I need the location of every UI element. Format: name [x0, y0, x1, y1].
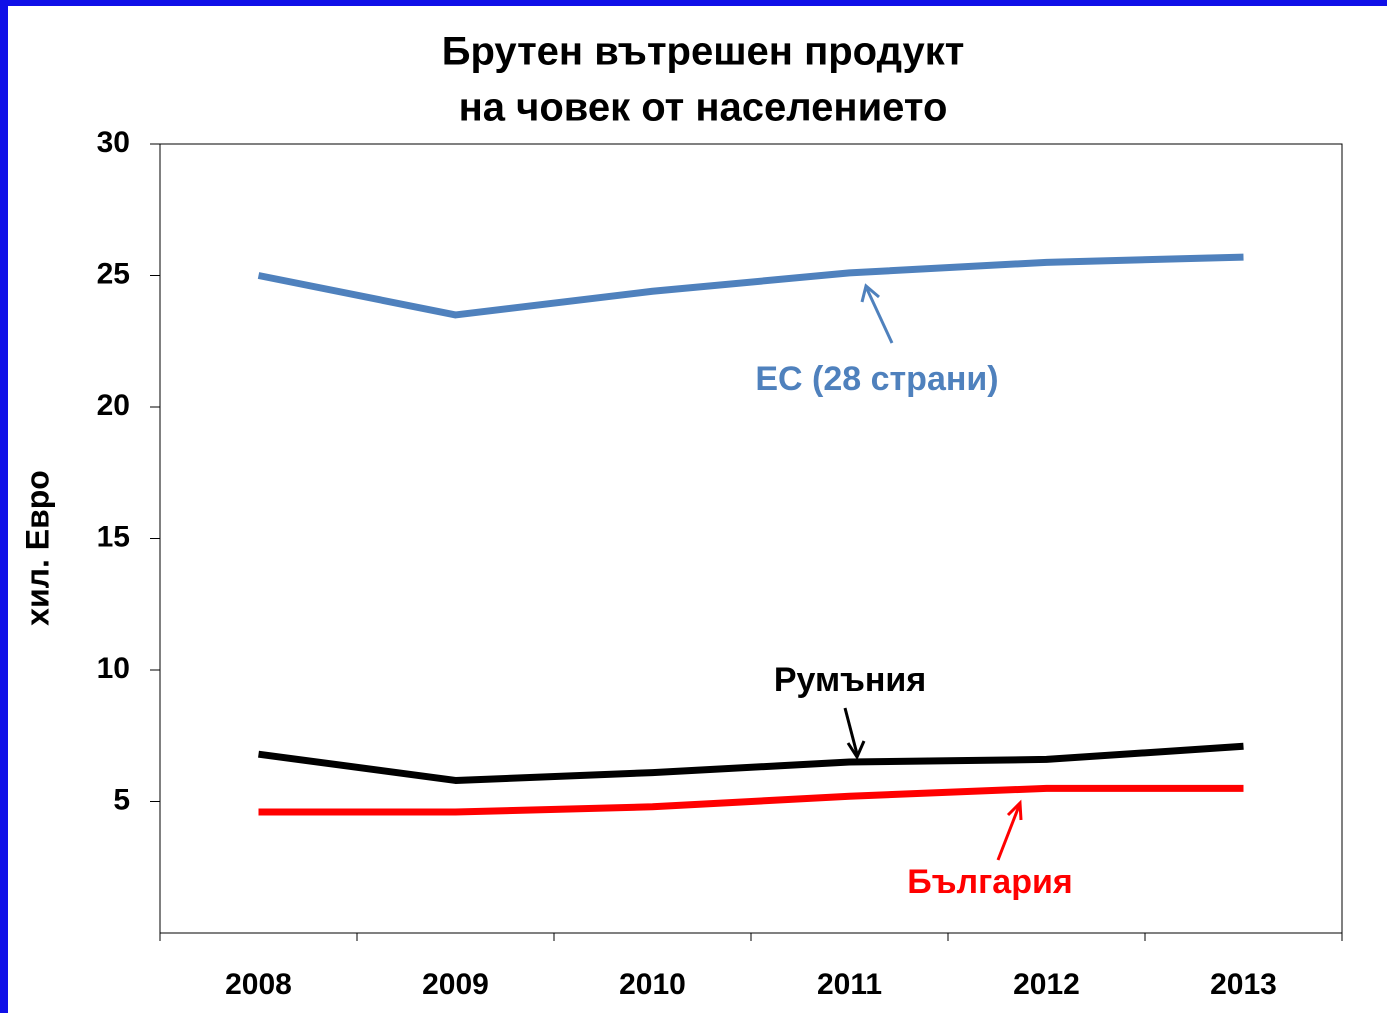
series-line — [257, 253, 1244, 319]
x-tick-label: 2010 — [619, 968, 686, 1001]
chart-title: Брутен вътрешен продукт — [442, 30, 965, 74]
y-tick-label: 30 — [97, 126, 130, 159]
y-tick-label: 10 — [97, 652, 130, 685]
series-line — [258, 784, 1244, 816]
x-tick-label: 2009 — [422, 968, 489, 1001]
arrow — [843, 707, 859, 755]
arrow-head — [1006, 799, 1023, 821]
x-tick-label: 2013 — [1210, 968, 1277, 1001]
chart-title: на човек от населението — [459, 86, 948, 130]
series-label: Румъния — [774, 661, 926, 699]
y-tick-label: 5 — [113, 783, 130, 816]
slide-background — [8, 6, 1387, 1013]
arrow — [996, 805, 1021, 861]
series-label: България — [907, 863, 1072, 901]
y-tick-label: 20 — [97, 389, 130, 422]
arrow — [865, 288, 894, 344]
y-axis-label: хил. Евро — [19, 470, 55, 626]
series-label: ЕС (28 страни) — [755, 360, 998, 398]
x-tick-label: 2012 — [1013, 968, 1080, 1001]
arrow-head — [846, 740, 866, 761]
annotation-arrows — [843, 283, 1023, 861]
x-tick-label: 2011 — [817, 968, 882, 1001]
x-tick-label: 2008 — [225, 968, 292, 1001]
arrow-head — [860, 283, 880, 303]
series-line — [258, 742, 1244, 784]
y-tick-label: 15 — [97, 520, 130, 553]
y-tick-label: 25 — [97, 257, 130, 290]
